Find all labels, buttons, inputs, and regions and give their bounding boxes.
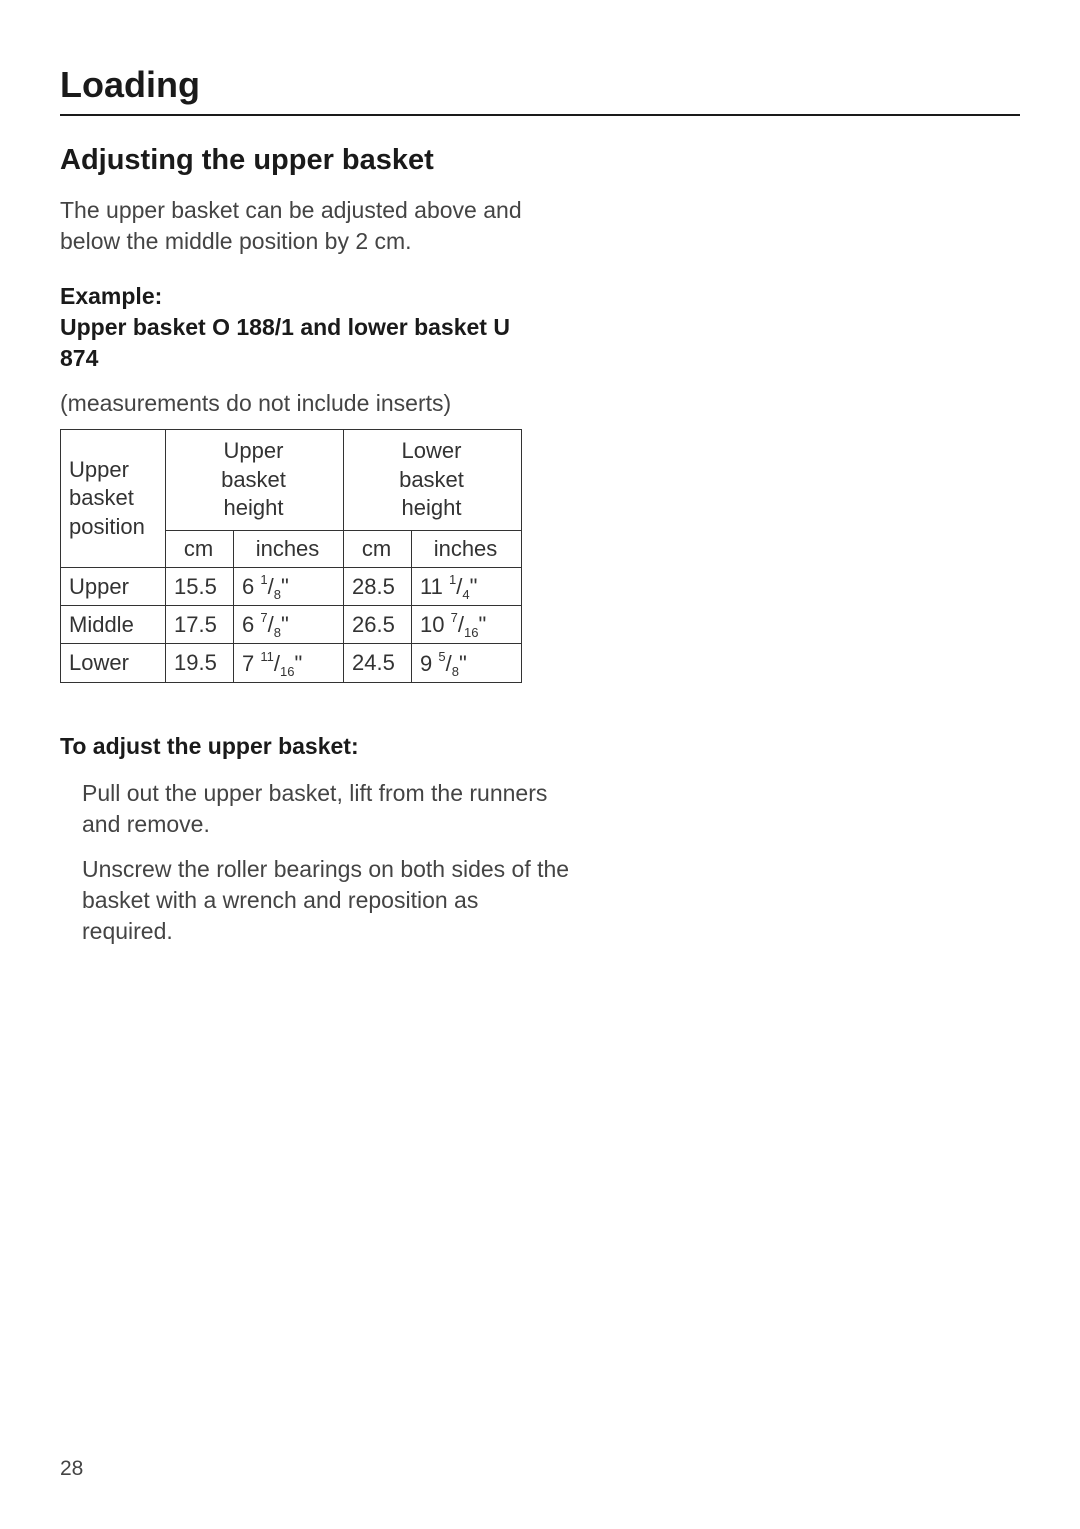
example-basket-ids: Upper basket O 188/1 and lower basket U …: [60, 314, 510, 371]
cell-lower-inches: 11 1/4": [412, 568, 522, 606]
row-label: Upper: [61, 568, 166, 606]
subsection-title: Adjusting the upper basket: [60, 144, 1020, 177]
table-subheader-cm: cm: [166, 531, 234, 568]
table-header-position: Upper basket position: [61, 430, 166, 568]
cell-upper-cm: 19.5: [166, 644, 234, 682]
cell-lower-inches: 9 5/8": [412, 644, 522, 682]
table-row: Lower 19.5 7 11/16" 24.5 9 5/8": [61, 644, 522, 682]
cell-lower-cm: 24.5: [344, 644, 412, 682]
basket-height-table: Upper basket position Upper basket heigh…: [60, 429, 522, 682]
section-title: Loading: [60, 64, 1020, 106]
adjust-steps-title: To adjust the upper basket:: [60, 733, 1020, 760]
step-item: Unscrew the roller bearings on both side…: [82, 854, 572, 947]
intro-paragraph: The upper basket can be adjusted above a…: [60, 195, 540, 257]
table-subheader-cm: cm: [344, 531, 412, 568]
section-divider: [60, 114, 1020, 116]
example-label-word: Example:: [60, 283, 162, 309]
row-label: Middle: [61, 606, 166, 644]
cell-lower-inches: 10 7/16": [412, 606, 522, 644]
measurement-note: (measurements do not include inserts): [60, 390, 1020, 417]
page-number: 28: [60, 1457, 83, 1481]
table-header-lower-basket: Lower basket height: [344, 430, 522, 531]
table-subheader-inches: inches: [412, 531, 522, 568]
cell-upper-cm: 17.5: [166, 606, 234, 644]
cell-lower-cm: 28.5: [344, 568, 412, 606]
table-row: Middle 17.5 6 7/8" 26.5 10 7/16": [61, 606, 522, 644]
row-label: Lower: [61, 644, 166, 682]
table-row: Upper 15.5 6 1/8" 28.5 11 1/4": [61, 568, 522, 606]
example-heading: Example: Upper basket O 188/1 and lower …: [60, 281, 520, 374]
cell-lower-cm: 26.5: [344, 606, 412, 644]
table-header-upper-basket: Upper basket height: [166, 430, 344, 531]
cell-upper-inches: 6 1/8": [234, 568, 344, 606]
cell-upper-inches: 6 7/8": [234, 606, 344, 644]
cell-upper-inches: 7 11/16": [234, 644, 344, 682]
table-subheader-inches: inches: [234, 531, 344, 568]
cell-upper-cm: 15.5: [166, 568, 234, 606]
step-item: Pull out the upper basket, lift from the…: [82, 778, 572, 840]
